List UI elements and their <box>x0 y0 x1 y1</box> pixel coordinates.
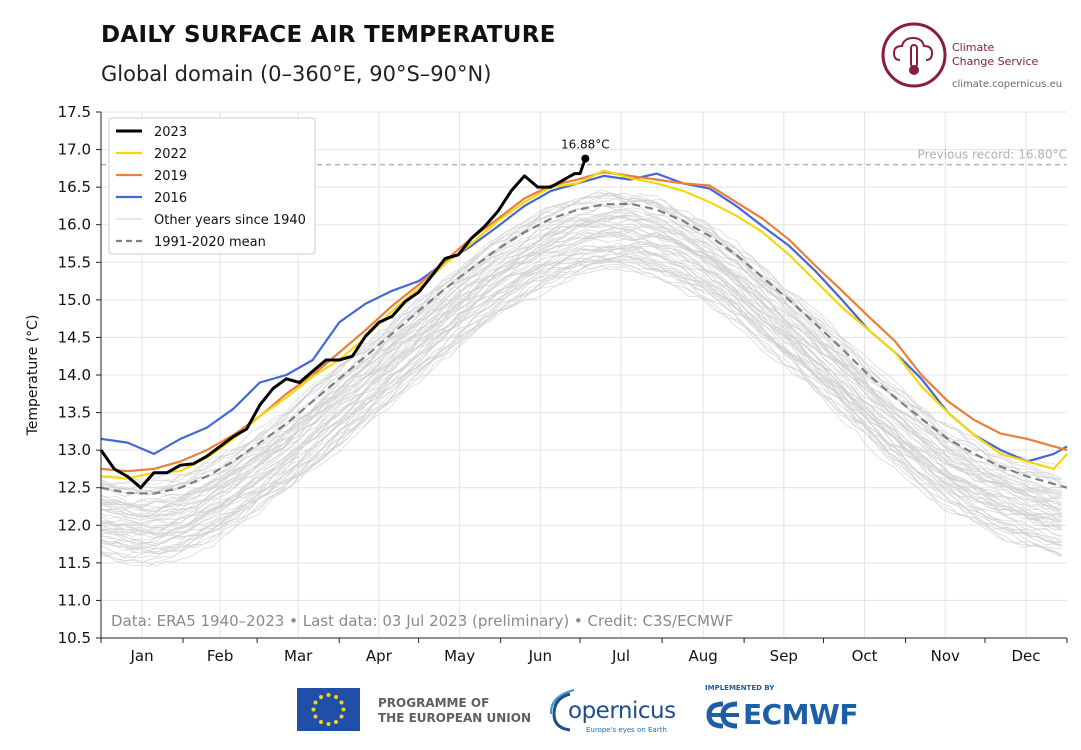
series-line-1991-2020-mean <box>100 202 1068 495</box>
y-tick-label: 15.0 <box>58 291 91 309</box>
other-year-line <box>100 245 1062 535</box>
other-year-line <box>100 265 1062 559</box>
other-year-line <box>100 192 1062 485</box>
legend-label-other: Other years since 1940 <box>154 213 306 228</box>
y-tick-labels: 17.5 17.0 16.5 16.0 15.5 15.0 14.5 14.0 13.5 13.0… <box>58 103 101 647</box>
other-year-line <box>100 208 1062 512</box>
other-year-line <box>100 246 1062 537</box>
chart-title: DAILY SURFACE AIR TEMPERATURE <box>101 22 556 48</box>
other-year-line <box>100 214 1062 509</box>
c3s-line1: Climate <box>952 41 995 54</box>
other-year-line <box>100 233 1062 536</box>
other-year-line <box>100 254 1062 543</box>
legend-label-y2016: 2016 <box>154 191 187 206</box>
other-year-line <box>100 212 1062 508</box>
x-tick-label-feb: Feb <box>207 647 234 665</box>
y-axis-label: Temperature (°C) <box>25 315 41 437</box>
other-year-line <box>100 260 1062 559</box>
ecmwf-implemented-by: IMPLEMENTED BY <box>705 684 775 692</box>
series-line-2022 <box>100 169 1068 480</box>
x-tick-label-sep: Sep <box>770 647 798 665</box>
other-year-line <box>100 244 1062 547</box>
other-year-line <box>100 257 1062 558</box>
y-tick-label: 16.0 <box>58 216 91 234</box>
copernicus-logo: opernicus Europe's eyes on Earth <box>548 686 676 736</box>
y-tick-label: 12.5 <box>58 479 91 497</box>
y-tick-label: 17.5 <box>58 103 91 121</box>
other-year-line <box>100 236 1062 527</box>
other-year-line <box>100 211 1062 509</box>
y-tick-label: 13.5 <box>58 404 91 422</box>
x-tick-label-may: May <box>444 647 475 665</box>
ecmwf-mark-icon <box>706 701 739 729</box>
y-tick-label: 14.0 <box>58 366 91 384</box>
c3s-url: climate.copernicus.eu <box>952 79 1063 90</box>
other-year-line <box>100 266 1062 564</box>
copernicus-text: opernicus <box>568 698 676 724</box>
y-tick-label: 10.5 <box>58 629 91 647</box>
x-tick-labels: Jan Feb Mar Apr May Jun Jul Aug Sep Oct Nov Dec <box>100 638 1068 665</box>
other-year-line <box>100 229 1062 529</box>
credit-text: Data: ERA5 1940–2023 • Last data: 03 Jul… <box>111 612 733 630</box>
other-year-line <box>100 255 1062 550</box>
legend-label-y2019: 2019 <box>154 169 187 184</box>
y-tick-label: 16.5 <box>58 178 91 196</box>
series-line-2016 <box>100 172 1068 463</box>
other-year-line <box>100 192 1062 496</box>
previous-record-label: Previous record: 16.80°C <box>918 148 1067 162</box>
other-year-line <box>100 213 1062 509</box>
c3s-name: Climate Change Service <box>952 41 1038 69</box>
other-year-line <box>100 232 1062 527</box>
ecmwf-logo: IMPLEMENTED BY ECMWF <box>705 684 880 736</box>
eu-programme-text: PROGRAMME OF THE EUROPEAN UNION <box>378 696 531 726</box>
x-tick-label-nov: Nov <box>931 647 960 665</box>
peak-label: 16.88°C <box>561 138 610 152</box>
y-tick-label: 11.5 <box>58 554 91 572</box>
footer-logos: PROGRAMME OF THE EUROPEAN UNION opernicu… <box>0 680 1081 740</box>
other-year-line <box>100 197 1062 486</box>
legend-label-y2022: 2022 <box>154 147 187 162</box>
y-tick-label: 14.5 <box>58 328 91 346</box>
legend: 2023 2022 2019 2016 Other years since 1940 19… <box>108 117 316 255</box>
eu-line2: THE EUROPEAN UNION <box>378 711 531 725</box>
y-tick-label: 12.0 <box>58 516 91 534</box>
x-tick-label-aug: Aug <box>688 647 717 665</box>
x-tick-label-oct: Oct <box>852 647 878 665</box>
ecmwf-text: ECMWF <box>743 698 859 731</box>
legend-box <box>108 117 316 255</box>
temperature-chart: Previous record: 16.80°C16.88°C17.517.01… <box>25 103 1068 665</box>
other-year-line <box>100 223 1062 520</box>
legend-label-y2023: 2023 <box>154 125 187 140</box>
x-tick-label-dec: Dec <box>1011 647 1040 665</box>
other-year-line <box>100 218 1062 521</box>
c3s-emblem-icon <box>881 22 947 88</box>
other-year-line <box>100 199 1062 494</box>
y-tick-label: 11.0 <box>58 591 91 609</box>
other-year-line <box>100 228 1062 529</box>
other-year-line <box>100 258 1062 567</box>
x-tick-label-apr: Apr <box>366 647 393 665</box>
other-year-line <box>100 264 1062 567</box>
x-tick-label-jan: Jan <box>129 647 153 665</box>
chart-subtitle: Global domain (0–360°E, 90°S–90°N) <box>101 62 492 86</box>
other-year-line <box>100 247 1062 548</box>
x-tick-label-jul: Jul <box>611 647 630 665</box>
eu-flag-icon <box>297 688 360 731</box>
c3s-logo: Climate Change Service climate.copernicu… <box>880 20 1070 100</box>
y-tick-label: 13.0 <box>58 441 91 459</box>
other-year-line <box>100 207 1062 512</box>
copernicus-tagline: Europe's eyes on Earth <box>586 726 667 734</box>
c3s-line2: Change Service <box>952 55 1039 68</box>
y-tick-label: 17.0 <box>58 141 91 159</box>
x-tick-label-mar: Mar <box>284 647 313 665</box>
eu-line1: PROGRAMME OF <box>378 696 490 710</box>
peak-marker <box>581 154 590 163</box>
series-line-2023 <box>99 158 587 490</box>
other-year-line <box>100 192 1062 495</box>
other-year-line <box>100 215 1062 517</box>
copernicus-swoosh-icon <box>549 689 575 732</box>
x-tick-label-jun: Jun <box>528 647 552 665</box>
legend-label-mean: 1991-2020 mean <box>154 235 266 250</box>
y-tick-label: 15.5 <box>58 253 91 271</box>
